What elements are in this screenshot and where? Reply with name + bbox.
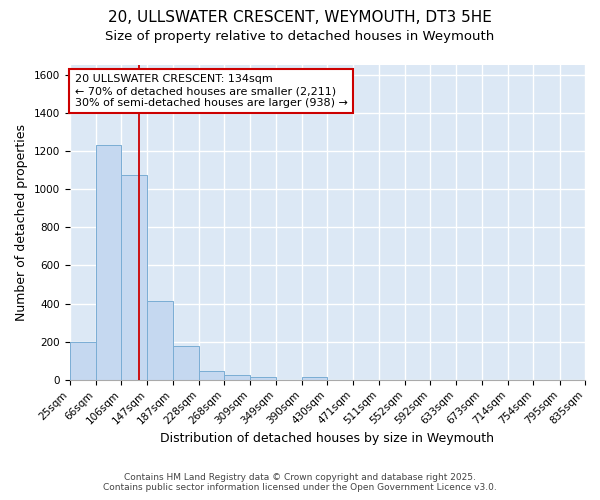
Text: Contains HM Land Registry data © Crown copyright and database right 2025.
Contai: Contains HM Land Registry data © Crown c… [103, 473, 497, 492]
Text: 20, ULLSWATER CRESCENT, WEYMOUTH, DT3 5HE: 20, ULLSWATER CRESCENT, WEYMOUTH, DT3 5H… [108, 10, 492, 25]
Bar [70, 342, 95, 380]
Bar [224, 375, 250, 380]
Bar [199, 372, 224, 380]
Bar [302, 377, 327, 380]
Bar [250, 377, 276, 380]
Text: Size of property relative to detached houses in Weymouth: Size of property relative to detached ho… [106, 30, 494, 43]
Y-axis label: Number of detached properties: Number of detached properties [15, 124, 28, 321]
X-axis label: Distribution of detached houses by size in Weymouth: Distribution of detached houses by size … [160, 432, 494, 445]
Text: 20 ULLSWATER CRESCENT: 134sqm
← 70% of detached houses are smaller (2,211)
30% o: 20 ULLSWATER CRESCENT: 134sqm ← 70% of d… [74, 74, 347, 108]
Bar [121, 174, 147, 380]
Bar [173, 346, 199, 380]
Bar [95, 145, 121, 380]
Bar [147, 300, 173, 380]
